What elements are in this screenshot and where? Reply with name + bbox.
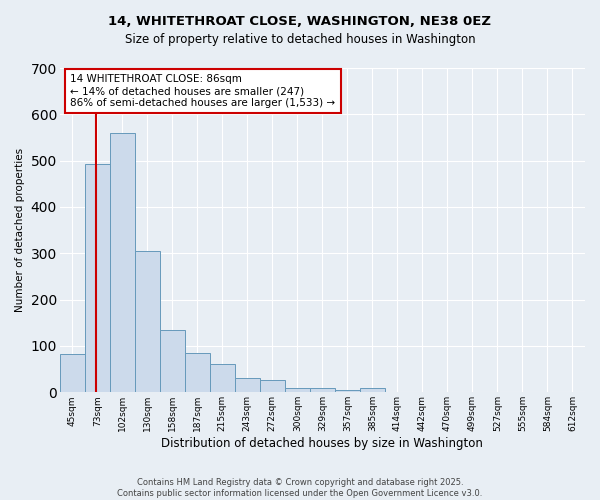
Bar [335, 390, 360, 392]
Bar [160, 330, 185, 392]
X-axis label: Distribution of detached houses by size in Washington: Distribution of detached houses by size … [161, 437, 483, 450]
Text: 14, WHITETHROAT CLOSE, WASHINGTON, NE38 0EZ: 14, WHITETHROAT CLOSE, WASHINGTON, NE38 … [109, 15, 491, 28]
Bar [235, 378, 260, 392]
Bar [85, 164, 110, 392]
Bar [60, 354, 85, 393]
Bar [185, 354, 210, 393]
Bar [310, 388, 335, 392]
Y-axis label: Number of detached properties: Number of detached properties [15, 148, 25, 312]
Text: Size of property relative to detached houses in Washington: Size of property relative to detached ho… [125, 32, 475, 46]
Bar [260, 380, 285, 392]
Bar [110, 133, 135, 392]
Bar [285, 388, 310, 392]
Text: 14 WHITETHROAT CLOSE: 86sqm
← 14% of detached houses are smaller (247)
86% of se: 14 WHITETHROAT CLOSE: 86sqm ← 14% of det… [70, 74, 335, 108]
Text: Contains HM Land Registry data © Crown copyright and database right 2025.
Contai: Contains HM Land Registry data © Crown c… [118, 478, 482, 498]
Bar [210, 364, 235, 392]
Bar [135, 251, 160, 392]
Bar [360, 388, 385, 392]
